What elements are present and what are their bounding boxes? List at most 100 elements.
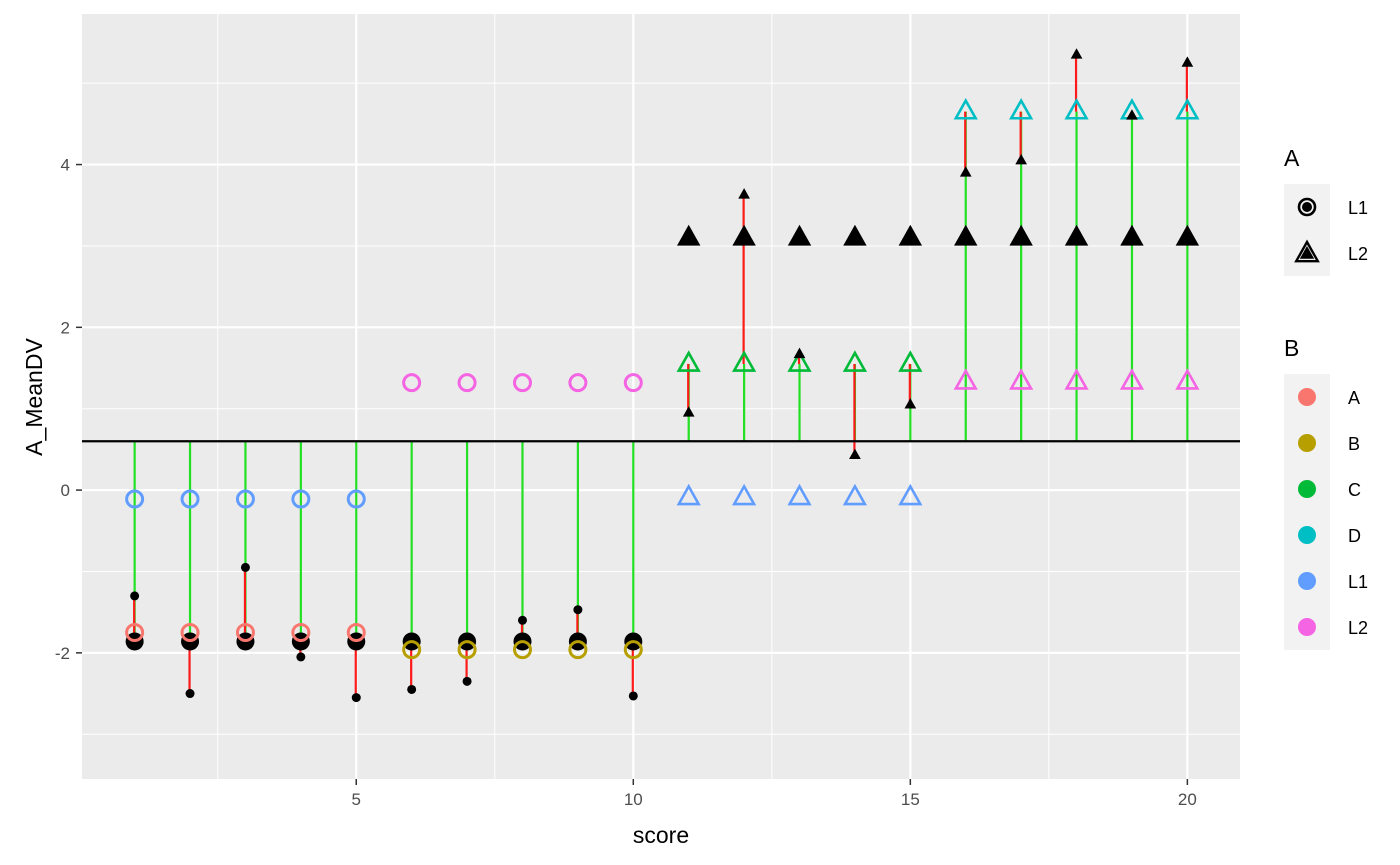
observation-point-3 — [240, 562, 250, 572]
a-mean-marker-L2-19 — [1120, 224, 1144, 246]
observation-point-18 — [1070, 48, 1083, 59]
observation-point-4 — [296, 652, 306, 662]
legend-label-1-3: D — [1348, 526, 1361, 546]
interaction-marker-L2-18 — [1064, 368, 1089, 390]
b-mean-marker-B-6 — [402, 640, 422, 660]
b-mean-marker-D-16 — [953, 98, 978, 120]
interaction-marker-L1-1 — [125, 489, 145, 509]
interaction-marker-L2-20 — [1175, 368, 1200, 390]
legend-label-1-2: C — [1348, 480, 1361, 500]
x-axis-title: score — [633, 822, 689, 848]
a-mean-marker-L2-11 — [677, 224, 701, 246]
legend-key-symbol-1-1 — [1298, 434, 1316, 452]
b-mean-marker-B-9 — [568, 640, 588, 660]
observation-point-17 — [1015, 153, 1027, 165]
legend-label-1-0: A — [1348, 388, 1360, 408]
legend-label-1-5: L2 — [1348, 618, 1368, 638]
interaction-marker-L2-8 — [512, 373, 532, 393]
legend-key-symbol-inner-0-0 — [1302, 202, 1312, 212]
x-tick-label-1: 10 — [624, 790, 643, 809]
observation-point-6 — [407, 684, 417, 694]
b-mean-marker-A-2 — [180, 623, 200, 643]
y-tick-label-3: 4 — [61, 156, 70, 175]
interaction-marker-L1-11 — [676, 483, 701, 506]
x-axis-ticks: 5 10 15 20 — [352, 779, 1197, 809]
interaction-marker-L1-15 — [898, 483, 923, 506]
b-mean-marker-B-10 — [623, 640, 643, 660]
b-mean-marker-C-15 — [898, 350, 923, 372]
legend-key-symbol-1-4 — [1298, 572, 1316, 590]
interaction-marker-L2-10 — [623, 373, 643, 393]
legend-key-symbol-1-2 — [1298, 480, 1316, 498]
legend-key-symbol-1-5 — [1298, 618, 1316, 636]
legend-key-symbol-0-1 — [1294, 239, 1320, 263]
b-mean-marker-C-14 — [842, 350, 868, 372]
x-tick-label-0: 5 — [352, 790, 361, 809]
observation-point-11 — [682, 406, 695, 417]
b-mean-marker-C-11 — [676, 350, 701, 372]
a-mean-marker-L2-14 — [843, 224, 867, 246]
grid-minor — [82, 14, 1240, 779]
y-axis-ticks: -2 0 2 4 — [55, 156, 82, 663]
interaction-marker-L2-6 — [402, 373, 422, 393]
a-mean-marker-L2-12 — [732, 224, 756, 246]
x-tick-label-2: 15 — [901, 790, 920, 809]
b-mean-marker-B-7 — [457, 640, 477, 660]
observation-point-16 — [959, 166, 972, 177]
interaction-marker-L2-17 — [1009, 368, 1034, 390]
observation-point-14 — [849, 448, 861, 459]
interaction-marker-L1-4 — [291, 489, 311, 509]
interaction-marker-L1-5 — [346, 489, 366, 509]
y-tick-label-0: -2 — [55, 644, 70, 663]
legend-label-1-1: B — [1348, 434, 1360, 454]
interaction-marker-L2-16 — [953, 368, 978, 390]
observation-point-20 — [1181, 56, 1194, 67]
y-axis-title: A_MeanDV — [21, 338, 47, 456]
b-mean-marker-D-20 — [1175, 98, 1200, 120]
interaction-marker-L2-19 — [1119, 368, 1145, 390]
interaction-marker-L1-13 — [787, 483, 812, 506]
a-mean-marker-L2-16 — [954, 224, 978, 246]
observation-point-8 — [517, 615, 527, 625]
interaction-marker-L1-14 — [842, 483, 868, 506]
y-tick-label-2: 2 — [61, 318, 70, 337]
b-mean-marker-C-13 — [787, 350, 812, 372]
observation-point-1 — [130, 591, 140, 601]
b-mean-marker-A-4 — [291, 623, 311, 643]
observation-point-2 — [185, 689, 195, 699]
legend-label-0-1: L2 — [1348, 244, 1368, 264]
interaction-marker-L2-7 — [457, 373, 477, 393]
plot-panel — [82, 14, 1240, 779]
a-mean-marker-L2-18 — [1064, 224, 1089, 246]
deviation-segments — [133, 54, 1189, 698]
observation-point-10 — [628, 691, 638, 701]
interaction-marker-L2-9 — [568, 373, 588, 393]
b-mean-marker-D-17 — [1009, 98, 1034, 120]
observation-point-5 — [351, 693, 361, 703]
b-mean-marker-D-18 — [1064, 98, 1089, 120]
legend-key-background-1 — [1284, 374, 1330, 650]
legend-title-0: A — [1284, 145, 1300, 171]
legend-key-symbol-inner-0-1 — [1299, 246, 1315, 259]
legend-key-symbol-1-3 — [1298, 526, 1316, 544]
b-mean-marker-A-3 — [235, 623, 255, 643]
legend-key-symbol-1-0 — [1298, 388, 1316, 406]
interaction-marker-L1-12 — [731, 483, 757, 506]
legends: A L1 L2 B A B C D L1 L2 — [1284, 145, 1368, 650]
a-mean-marker-L2-20 — [1175, 224, 1200, 246]
interaction-marker-L1-2 — [180, 489, 200, 509]
observation-point-13 — [793, 347, 806, 359]
b-mean-marker-B-8 — [512, 640, 532, 660]
b-mean-marker-C-12 — [731, 350, 757, 372]
interaction-marker-L1-3 — [235, 489, 255, 509]
a-mean-marker-L2-13 — [787, 224, 812, 246]
a-mean-marker-L2-15 — [898, 224, 923, 246]
legend-key-symbol-0-0 — [1297, 197, 1317, 217]
observation-point-15 — [904, 398, 917, 409]
data-markers — [125, 48, 1200, 703]
legend-label-1-4: L1 — [1348, 572, 1368, 592]
legend-label-0-0: L1 — [1348, 198, 1368, 218]
b-mean-marker-A-5 — [346, 623, 366, 643]
x-tick-label-3: 20 — [1178, 790, 1197, 809]
